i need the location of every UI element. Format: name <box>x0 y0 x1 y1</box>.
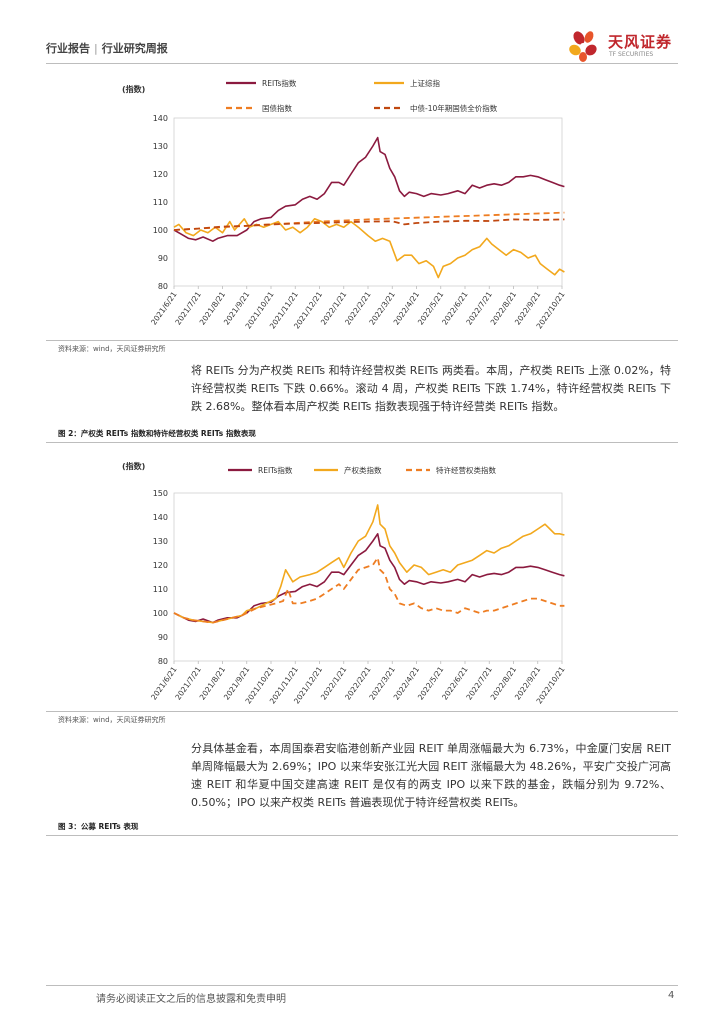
chart1-ytick-140: 140 <box>153 114 168 123</box>
chart-2-source: 资料来源：wind，天风证券研究所 <box>58 716 166 724</box>
chart2-ytick-120: 120 <box>153 561 168 570</box>
header-rule <box>46 63 678 64</box>
report-header: 行业报告 | 行业研究周报 <box>46 40 168 56</box>
chart1-series-3-line <box>173 218 565 231</box>
chart2-ytick-110: 110 <box>153 585 168 594</box>
chart1-ytick-80: 80 <box>158 282 168 291</box>
figure-2-caption: 图 2：产权类 REITs 指数和特许经营权类 REITs 指数表现 <box>58 429 256 438</box>
chart1-ytick-100: 100 <box>153 226 168 235</box>
chart-2-svg: (指数) REITs指数 产权类指数 特许经营权类指数 80 90 100 110 120 130… <box>122 461 567 706</box>
chart1-legend-label-1: 上证综指 <box>410 78 440 88</box>
chart1-legend-label-0: REITs指数 <box>262 78 297 88</box>
figure-3-rule <box>46 835 678 836</box>
chart2-series-2-line <box>173 556 565 624</box>
chart1-ylabel: (指数) <box>122 84 145 94</box>
logo-name-en: TF SECURITIES <box>609 51 654 58</box>
report-subtype: 行业研究周报 <box>101 42 168 55</box>
chart2-ylabel: (指数) <box>122 461 145 471</box>
chart1-ytick-120: 120 <box>153 170 168 179</box>
chart-1: (指数) REITs指数 上证综指国债指数 中债-10年期国债全价指数 80 90 100 1… <box>46 70 678 340</box>
chart1-legend-label-2: 国债指数 <box>262 103 292 113</box>
chart2-series-1-line <box>173 504 565 624</box>
paragraph-1: 将 REITs 分为产权类 REITs 和特许经营权类 REITs 两类看。本周… <box>191 364 671 413</box>
chart1-series-1-line <box>173 218 565 279</box>
chart-1-rule <box>46 340 678 341</box>
chart-1-source: 资料来源：wind，天风证券研究所 <box>58 345 166 353</box>
chart2-legend-label-2: 特许经营权类指数 <box>436 465 496 475</box>
chart2-legend-label-0: REITs指数 <box>258 465 293 475</box>
chart2-ytick-90: 90 <box>158 633 168 642</box>
chart2-legend-label-1: 产权类指数 <box>344 465 382 475</box>
chart1-legend-label-3: 中债-10年期国债全价指数 <box>410 103 498 113</box>
footer-rule <box>46 985 678 986</box>
disclaimer-footer: 请务必阅读正文之后的信息披露和免责申明 <box>96 994 286 1005</box>
chart1-plot-area <box>173 117 563 287</box>
chart2-ytick-80: 80 <box>158 657 168 666</box>
chart1-ytick-110: 110 <box>153 198 168 207</box>
paragraph-2: 分具体基金看，本周国泰君安临港创新产业园 REIT 单周涨幅最大为 6.73%，… <box>191 742 671 809</box>
company-logo: 天风证券 TF SECURITIES <box>566 28 686 64</box>
logo-name-cn: 天风证券 <box>608 33 673 51</box>
chart2-plot-area <box>173 492 563 662</box>
chart2-ytick-130: 130 <box>153 537 168 546</box>
header-separator: | <box>94 42 98 55</box>
figure-2-rule <box>46 442 678 443</box>
page-number: 4 <box>668 990 675 1001</box>
chart2-ytick-150: 150 <box>153 489 168 498</box>
chart2-ytick-140: 140 <box>153 513 168 522</box>
chart-2-rule <box>46 711 678 712</box>
report-type: 行业报告 <box>46 42 90 55</box>
chart-2: (指数) REITs指数 产权类指数 特许经营权类指数 80 90 100 110 120 130… <box>46 448 678 710</box>
chart1-ytick-90: 90 <box>158 254 168 263</box>
chart2-series-0-line <box>173 533 565 624</box>
figure-3-caption: 图 3：公募 REITs 表现 <box>58 822 139 831</box>
chart2-ytick-100: 100 <box>153 609 168 618</box>
chart1-ytick-130: 130 <box>153 142 168 151</box>
logo-flower-icon <box>569 31 597 62</box>
chart1-series-0-line <box>173 136 565 242</box>
